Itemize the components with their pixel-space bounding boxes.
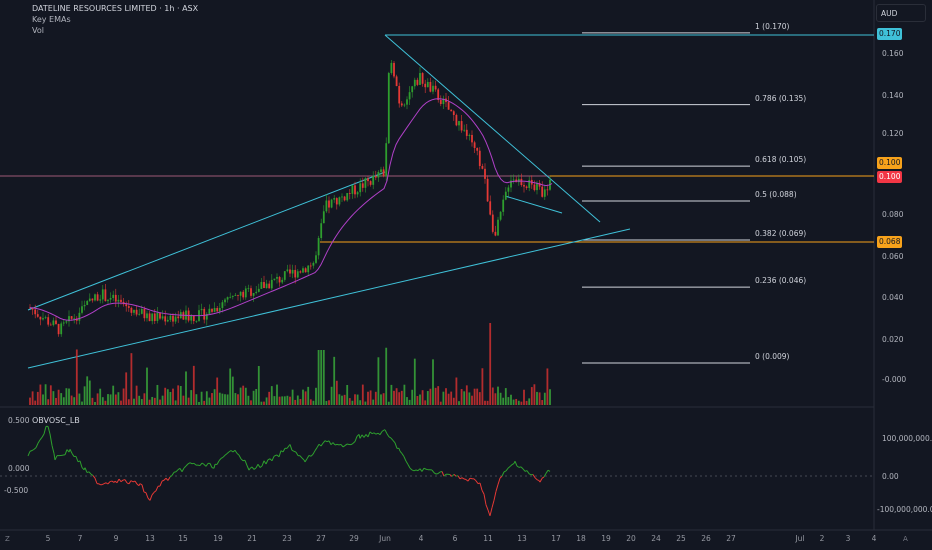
time-tick: 13 [145,534,155,543]
price-badge-last: 0.100 [877,171,903,183]
price-tick: 0.140 [882,91,904,100]
time-tick: 27 [726,534,736,543]
time-tick: 4 [871,534,877,543]
time-tick: 26 [701,534,711,543]
time-tick: 13 [517,534,527,543]
currency-selector[interactable]: AUD [876,4,926,22]
price-tick: 0.060 [882,252,904,261]
fib-label: 1 (0.170) [755,21,790,31]
fib-label: 0.786 (0.135) [755,93,807,103]
ema-line[interactable] [29,98,553,321]
timezone-corner[interactable]: Z [5,535,10,543]
time-tick: 2 [819,534,825,543]
osc-left-tick-1: 0.500 [8,416,30,425]
price-tick: 0.020 [882,335,904,344]
auto-scale-toggle[interactable]: A [903,535,908,543]
time-tick: 11 [483,534,493,543]
indicator-key-emas[interactable]: Key EMAs [32,15,71,24]
trendline[interactable] [384,34,601,223]
fib-label: 0.382 (0.069) [755,228,807,238]
price-badge-top: 0.170 [877,28,903,40]
time-tick: 20 [626,534,636,543]
time-tick: Jul [795,534,805,543]
trendline[interactable] [27,228,631,369]
price-badge-support: 0.068 [877,236,903,248]
price-badge-orange: 0.100 [877,157,903,169]
time-tick: 3 [845,534,851,543]
time-tick: 5 [45,534,51,543]
time-tick: 21 [247,534,257,543]
time-tick: 23 [282,534,292,543]
time-tick: 18 [576,534,586,543]
trendline[interactable] [27,171,386,311]
time-tick: 29 [349,534,359,543]
time-tick: 19 [213,534,223,543]
time-tick: 25 [676,534,686,543]
time-tick: 7 [77,534,83,543]
time-tick: 19 [601,534,611,543]
osc-right-tick-3: -100,000,000.00 [877,505,932,514]
time-tick: 4 [418,534,424,543]
price-tick: -0.000 [882,375,907,384]
price-tick: 0.080 [882,210,904,219]
time-tick: 24 [651,534,661,543]
fib-label: 0.618 (0.105) [755,155,807,165]
price-tick: 0.040 [882,293,904,302]
indicator-vol[interactable]: Vol [32,26,44,35]
time-tick: 6 [452,534,458,543]
trendline[interactable] [504,195,563,214]
time-tick: 15 [178,534,188,543]
osc-right-tick-2: 0.00 [882,472,899,481]
fib-label: 0.5 (0.088) [755,190,797,200]
osc-left-tick-2: 0.000 [8,464,30,473]
chart-title: DATELINE RESOURCES LIMITED · 1h · ASX [32,4,199,13]
price-tick: 0.120 [882,129,904,138]
time-tick: 27 [316,534,326,543]
time-tick: 9 [113,534,119,543]
fib-label: 0 (0.009) [755,351,790,361]
time-tick: 17 [551,534,561,543]
osc-left-tick-3: -0.500 [4,486,29,495]
osc-right-tick-1: 100,000,000.00 [882,434,932,443]
time-tick: Jun [379,534,391,543]
price-tick: 0.160 [882,49,904,58]
oscillator-name[interactable]: OBVOSC_LB [32,416,80,425]
fib-label: 0.236 (0.046) [755,276,807,286]
